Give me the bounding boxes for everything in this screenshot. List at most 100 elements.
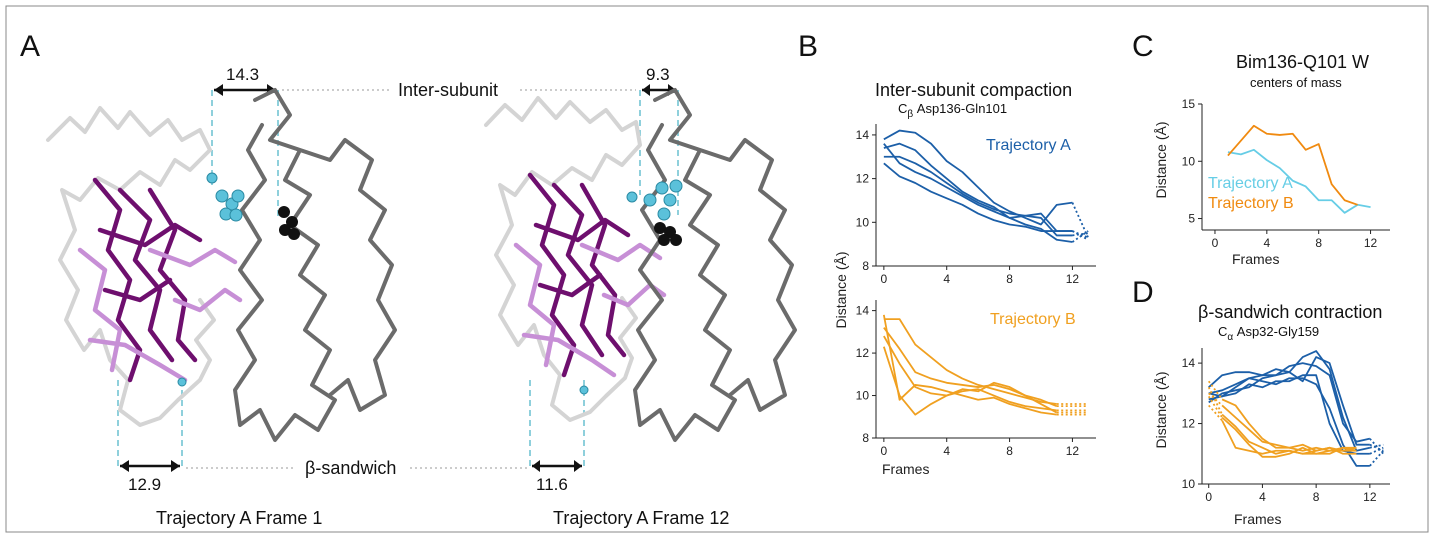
subtitle-sub: β [907, 109, 913, 120]
series-line [883, 142, 1073, 232]
x-tick-label: 12 [1363, 490, 1377, 504]
y-tick-label: 14 [856, 128, 870, 142]
subtitle-rest: Asp32-Gly159 [1233, 324, 1319, 339]
panel-b-ylabel: Distance (Å) [833, 251, 849, 328]
x-tick-label: 8 [1006, 272, 1013, 286]
y-tick-label: 14 [856, 304, 870, 318]
frame12-caption: Trajectory A Frame 12 [553, 508, 729, 528]
series-dotted-tail [1369, 438, 1384, 455]
series-dotted-head [1207, 386, 1223, 415]
panel-a: A Inter-subunit β-sandwich 14.3 12.9 Tra… [20, 30, 797, 528]
y-tick-label: 12 [856, 172, 870, 186]
series-dotted-tail [1072, 230, 1089, 239]
figure-border [5, 5, 1429, 533]
series-dotted-tail [1072, 232, 1089, 237]
y-tick-label: 12 [1182, 417, 1196, 431]
panel-c-xlabel: Frames [1232, 251, 1279, 267]
panel-d-subtitle: Cα Asp32-Gly159 [1218, 324, 1319, 343]
subtitle-main: C [1218, 324, 1227, 339]
x-tick-label: 4 [943, 272, 950, 286]
x-tick-label: 4 [1259, 490, 1266, 504]
ligand-cyan [579, 179, 683, 395]
panel-d: D β-sandwich contraction Cα Asp32-Gly159… [1132, 276, 1390, 527]
series-line [883, 129, 1073, 226]
x-tick-label: 0 [881, 272, 888, 286]
protein-frame-12 [484, 88, 797, 442]
subtitle-sub: α [1227, 332, 1233, 343]
panel-b-letter: B [798, 30, 818, 63]
protein-frame-1 [46, 88, 397, 442]
frame12-inter-distance: 9.3 [646, 65, 670, 84]
arrowheads [642, 84, 676, 96]
series-dotted-tail [1369, 450, 1384, 467]
inter-subunit-label: Inter-subunit [398, 80, 498, 100]
x-tick-label: 12 [1066, 444, 1080, 458]
series-dotted-tail [1071, 230, 1089, 243]
frame1-sandwich-distance: 12.9 [128, 475, 161, 494]
y-tick-label: 8 [862, 431, 869, 445]
y-tick-label: 12 [856, 346, 870, 360]
series-line [883, 346, 1058, 416]
chart-d: 10 12 14 0 4 8 12 [1182, 348, 1390, 504]
legend-entry: Trajectory A [1208, 175, 1293, 192]
panel-d-letter: D [1132, 276, 1154, 309]
x-tick-label: 4 [943, 444, 950, 458]
series-line [883, 143, 1073, 243]
y-tick-label: 5 [1188, 212, 1195, 226]
x-tick-label: 8 [1006, 444, 1013, 458]
panel-c-ylabel: Distance (Å) [1153, 121, 1169, 198]
panel-c-subtitle: centers of mass [1250, 75, 1342, 90]
series-line [883, 162, 1073, 232]
panel-d-xlabel: Frames [1234, 511, 1281, 527]
legend-entry: Trajectory A [986, 137, 1071, 154]
panel-d-title: β-sandwich contraction [1198, 302, 1382, 322]
series-line [1208, 362, 1371, 443]
x-tick-label: 8 [1313, 490, 1320, 504]
y-tick-label: 10 [856, 389, 870, 403]
series-dotted-head [1207, 380, 1223, 400]
series-line [1221, 416, 1357, 458]
series-line [1227, 148, 1371, 214]
y-tick-label: 8 [862, 259, 869, 273]
series-line [1221, 420, 1357, 455]
series-line [1208, 356, 1370, 446]
panel-c: C Bim136-Q101 W centers of mass Distance… [1132, 30, 1390, 267]
panel-d-ylabel: Distance (Å) [1153, 371, 1169, 448]
ligand-black [278, 206, 300, 240]
panel-c-title: Bim136-Q101 W [1236, 52, 1369, 72]
frame1-inter-distance: 14.3 [226, 65, 259, 84]
y-tick-label: 15 [1182, 97, 1196, 111]
y-tick-label: 10 [856, 215, 870, 229]
series-line [883, 318, 1057, 405]
series-line [882, 314, 1057, 416]
series-dotted-head [1208, 404, 1223, 422]
frame12-sandwich-distance: 11.6 [536, 475, 568, 494]
x-tick-label: 8 [1315, 236, 1322, 250]
series-line [883, 327, 1058, 407]
chart-b-top: 8 10 12 14 0 4 8 12 Trajectory A [856, 124, 1096, 286]
panel-a-letter: A [20, 30, 40, 63]
legend-entry: Trajectory B [990, 311, 1076, 328]
ligand-black [654, 222, 682, 246]
panel-b-xlabel: Frames [882, 461, 929, 477]
panel-b-title: Inter-subunit compaction [875, 80, 1072, 100]
x-tick-label: 12 [1066, 272, 1080, 286]
sandwich-label: β-sandwich [305, 458, 396, 478]
legend-entry: Trajectory B [1208, 195, 1294, 212]
frame1-caption: Trajectory A Frame 1 [156, 508, 322, 528]
series-line [1208, 377, 1370, 467]
y-tick-label: 14 [1182, 356, 1196, 370]
chart-c: 5 10 15 0 4 8 12 Trajectory A Trajectory B [1182, 97, 1390, 250]
panel-b: B Inter-subunit compaction Cβ Asp136-Gln… [798, 30, 1096, 477]
x-tick-label: 12 [1364, 236, 1378, 250]
panel-b-subtitle: Cβ Asp136-Gln101 [898, 101, 1007, 120]
series-dotted-tail [1071, 230, 1089, 241]
y-tick-label: 10 [1182, 154, 1196, 168]
subtitle-rest: Asp136-Gln101 [913, 101, 1007, 116]
x-tick-label: 0 [881, 444, 888, 458]
x-tick-label: 0 [1212, 236, 1219, 250]
series-dotted-tail [1369, 446, 1384, 455]
subtitle-main: C [898, 101, 907, 116]
series-line [1227, 124, 1358, 206]
